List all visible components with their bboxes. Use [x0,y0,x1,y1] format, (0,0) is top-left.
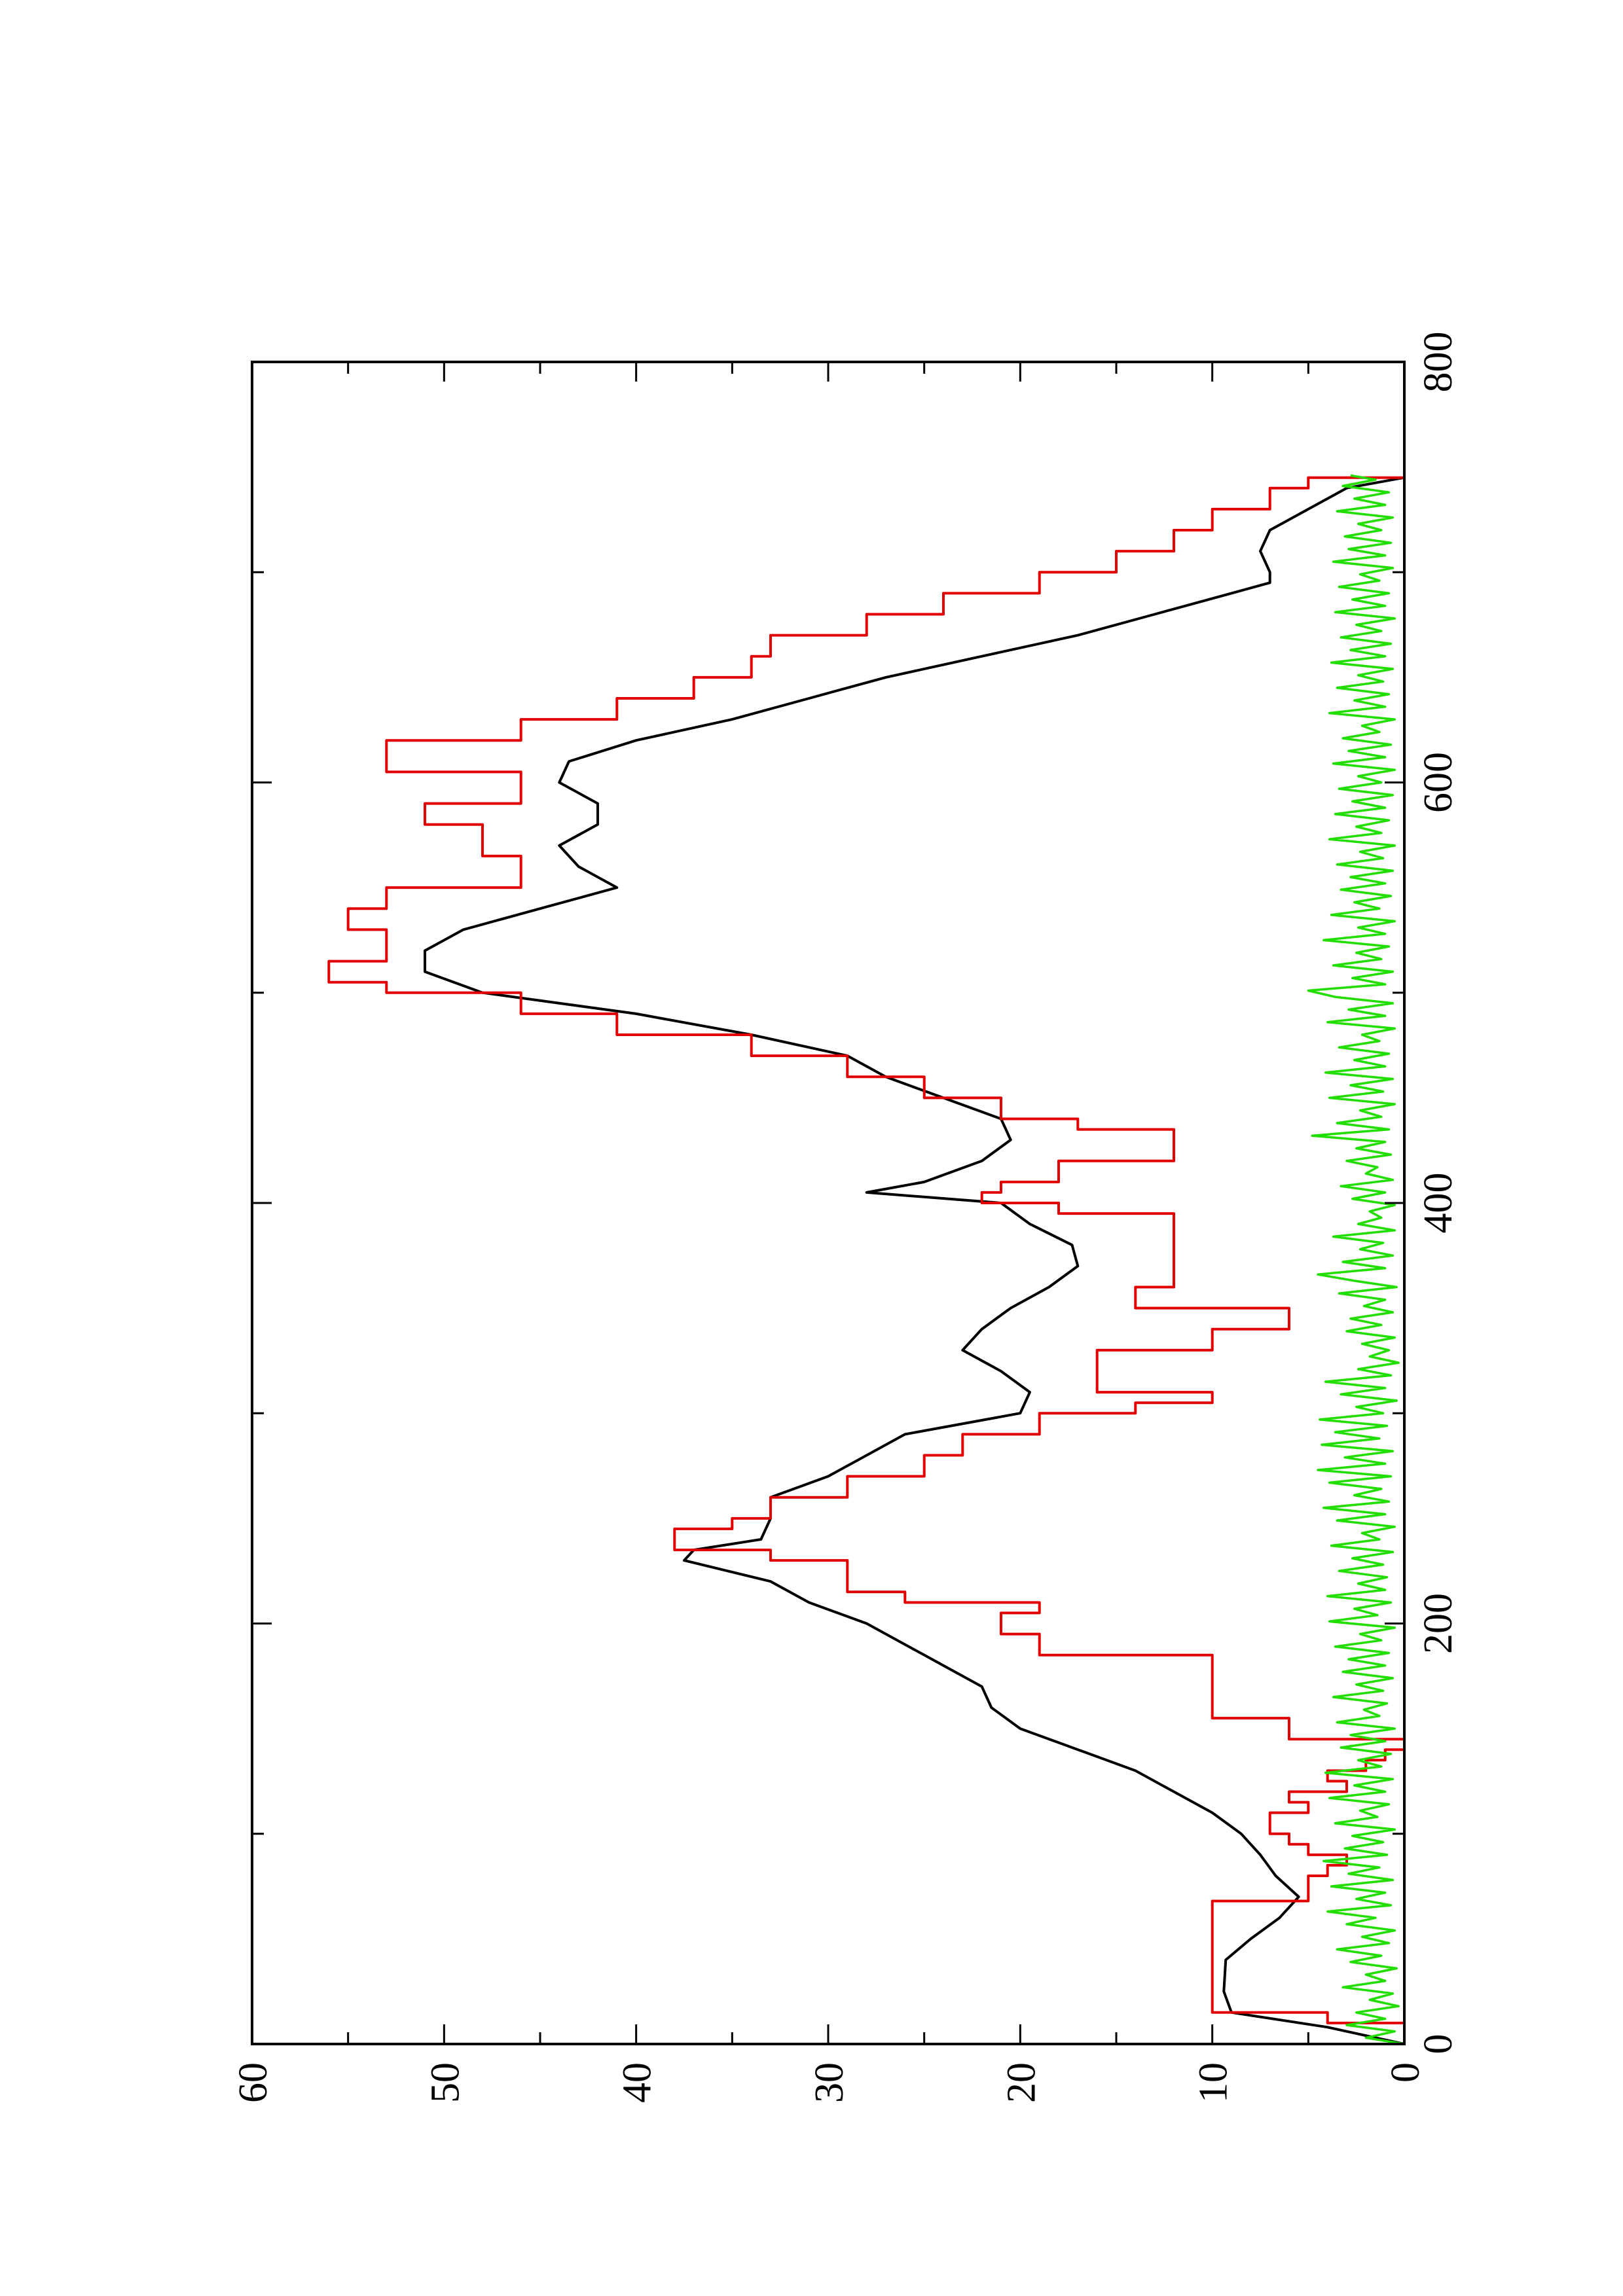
series-line-2 [327,476,1406,2044]
series-line-1 [424,476,1405,2045]
y-tick-label: 50 [423,2062,467,2103]
x-tick-label: 400 [1416,1173,1461,1234]
x-axis-ticks [252,361,1404,2045]
y-tick-label: 0 [1383,2062,1428,2083]
x-tick-label: 800 [1416,332,1461,393]
x-tick-label: 0 [1416,2034,1461,2054]
plot-frame [251,361,1406,2045]
x-axis-tick-labels: 0 200 400 600 800 [1416,332,1461,2054]
y-axis-ticks [251,362,1406,2044]
y-axis-tick-labels: 0 10 20 30 40 50 60 [231,2062,1428,2103]
series-layer [327,474,1406,2045]
x-tick-label: 200 [1416,1593,1461,1654]
y-tick-label: 60 [231,2062,276,2103]
y-tick-label: 30 [807,2062,852,2103]
y-tick-label: 10 [1192,2062,1236,2103]
plot-area: 0 200 400 600 800 0 10 20 30 40 50 60 [231,332,1461,2104]
y-tick-label: 40 [615,2062,660,2103]
x-tick-label: 600 [1416,752,1461,813]
rotated-chart: 0 200 400 600 800 0 10 20 30 40 50 60 [231,332,1461,2104]
series-line-3 [1307,474,1405,2045]
y-tick-label: 20 [999,2062,1044,2103]
